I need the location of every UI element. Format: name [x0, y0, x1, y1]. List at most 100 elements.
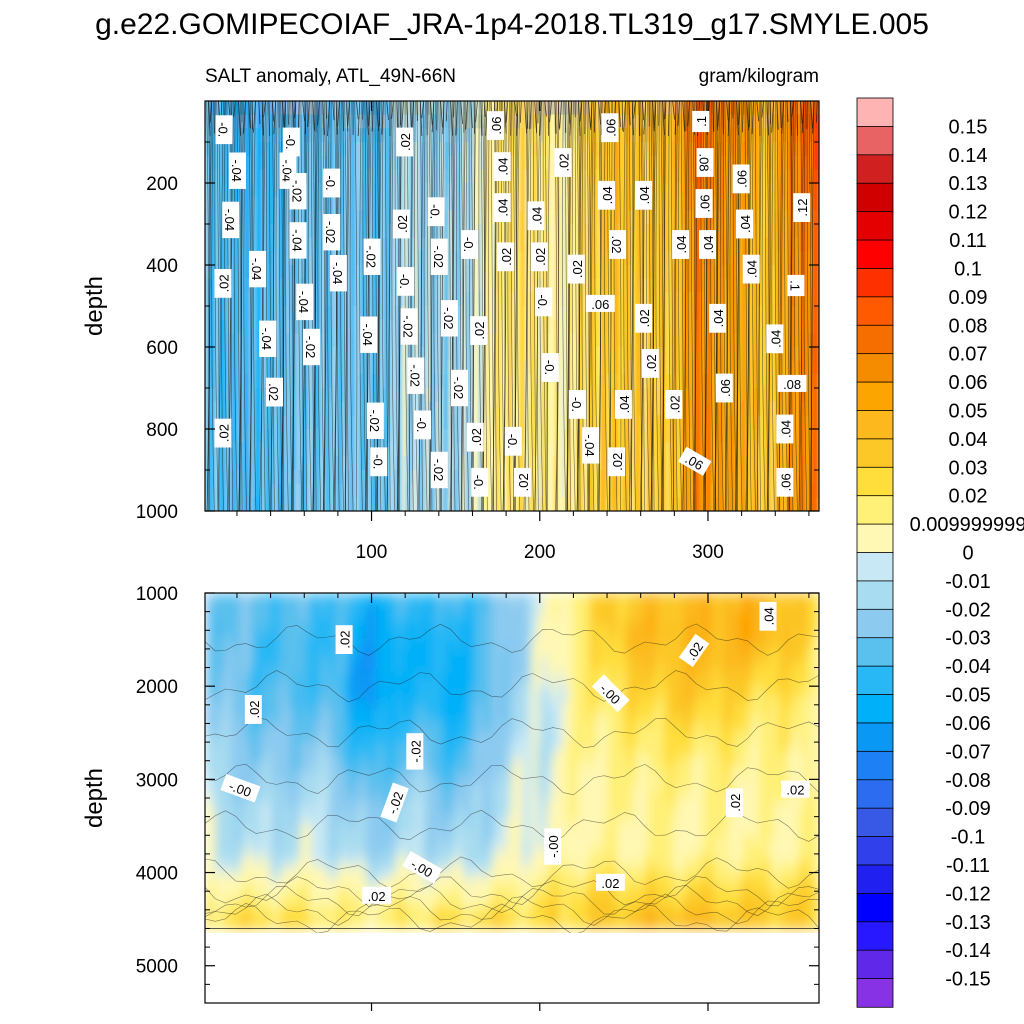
upper-contour-label: .04 — [776, 414, 794, 444]
upper-y-tick-label: 1000 — [136, 502, 178, 523]
upper-contour-label: -.04 — [582, 427, 600, 464]
upper-contour-label: .06 — [715, 373, 733, 403]
upper-heatmap — [205, 101, 819, 511]
lower-y-tick-label: 2000 — [136, 677, 178, 698]
upper-contour-label: -0. — [397, 266, 415, 296]
lower-y-tick-label: 3000 — [136, 770, 178, 791]
upper-contour-label: .08 — [777, 374, 807, 392]
colorbar-swatch — [856, 268, 894, 298]
lower-contour-label: -.02 — [380, 782, 409, 823]
upper-contour-label: -.04 — [249, 250, 267, 288]
upper-contour-label: -.02 — [400, 308, 418, 345]
colorbar-label: 0.1 — [954, 258, 982, 280]
colorbar-label: 0.12 — [949, 202, 988, 224]
colorbar-label: 0.07 — [949, 344, 988, 366]
colorbar-swatch — [856, 665, 894, 696]
colorbar-label: -0.1 — [951, 827, 985, 849]
colorbar-label: -0.01 — [945, 571, 991, 593]
upper-contour-label: -.02 — [303, 328, 320, 366]
colorbar-swatch — [856, 353, 894, 383]
colorbar-swatch — [856, 694, 894, 724]
upper-axes: 200 400 600 800 1000 100 200 300 — [136, 101, 819, 563]
upper-contour-label: .02 — [214, 268, 232, 298]
upper-contour-label: -.02 — [366, 402, 384, 439]
upper-contour-label: .1 — [787, 274, 805, 297]
colorbar-label: 0.02 — [949, 486, 988, 508]
colorbar-swatch — [856, 892, 894, 923]
upper-contour-labels: -0.-.04-.04.02-.04-.04-.04.02.02-0.-.02-… — [214, 110, 811, 497]
colorbar-label: -0.15 — [945, 969, 991, 991]
upper-contour-label: -.04 — [259, 320, 277, 357]
upper-contour-label: -.02 — [323, 213, 341, 251]
upper-contour-label: .04 — [598, 180, 615, 210]
colorbar-label: 0.14 — [949, 145, 988, 167]
colorbar-label: 0.15 — [949, 116, 988, 138]
subtitle-right-units: gram/kilogram — [699, 66, 819, 87]
upper-contour-label: -0. — [504, 426, 522, 456]
colorbar-swatch — [856, 608, 894, 639]
colorbar-label: 0.03 — [949, 457, 988, 479]
upper-contour-label: -.04 — [289, 222, 307, 259]
upper-contour-label: .04 — [493, 193, 511, 223]
upper-y-tick-label: 600 — [146, 338, 178, 359]
colorbar: 0.15 0.14 0.13 0.12 0.11 0.1 0.09 0.08 0.07 0.06 0… — [856, 97, 1024, 1008]
colorbar-swatch — [856, 410, 894, 440]
upper-contour-label: .02 — [665, 389, 683, 419]
upper-contour-label: -0. — [282, 127, 300, 157]
colorbar-label: -0.04 — [945, 656, 991, 678]
upper-contour-label: .02 — [530, 242, 548, 272]
upper-contour-label: .02 — [608, 447, 626, 477]
upper-contour-label: -.04 — [329, 255, 347, 292]
upper-contour-label: .04 — [766, 324, 784, 354]
upper-contour-label: .06 — [585, 294, 615, 312]
upper-contour-label: -0. — [215, 115, 233, 145]
colorbar-label: -0.12 — [945, 883, 991, 905]
upper-contour-label: .02 — [470, 316, 488, 346]
upper-contour-label: .02 — [214, 418, 232, 448]
upper-contour-label: -.02 — [289, 172, 307, 210]
upper-contour-label: .02 — [466, 422, 484, 452]
colorbar-swatch — [856, 182, 894, 213]
upper-contour-label: .04 — [742, 254, 760, 284]
lower-axes: 1000 2000 3000 4000 5000 — [136, 584, 819, 1011]
upper-contour-label: .12 — [793, 193, 811, 223]
lower-y-tick-label: 4000 — [136, 864, 178, 885]
colorbar-label: 0.04 — [949, 429, 988, 451]
upper-contour-label: .06 — [695, 189, 713, 218]
upper-contour-label: -.04 — [222, 201, 240, 239]
upper-contour-label: .06 — [487, 111, 504, 140]
upper-contour-label: -.02 — [430, 451, 448, 489]
colorbar-swatch — [856, 126, 894, 156]
colorbar-label: 0.13 — [949, 173, 988, 195]
upper-contour-label: -.04 — [229, 152, 246, 189]
upper-contour-label: -.02 — [430, 238, 448, 275]
colorbar-swatch — [856, 949, 894, 980]
colorbar-swatch — [856, 807, 894, 838]
colorbar-swatch — [856, 523, 894, 554]
upper-contour-label: .04 — [709, 303, 727, 333]
upper-contour-label: .02 — [392, 209, 410, 239]
colorbar-swatch — [856, 296, 894, 326]
colorbar-label: -0.06 — [945, 713, 991, 735]
colorbar-swatch — [856, 239, 894, 270]
upper-contour-label: .06 — [776, 467, 794, 497]
lower-y-tick-label: 5000 — [136, 957, 178, 978]
colorbar-label: -0.14 — [945, 940, 991, 962]
lower-contour-label: -.02 — [406, 733, 424, 770]
colorbar-swatch — [856, 438, 894, 468]
upper-contour-label: .02 — [497, 242, 515, 272]
colorbar-label: 0 — [962, 543, 973, 565]
upper-contour-label: -.02 — [407, 357, 425, 394]
upper-contour-label: .04 — [614, 389, 632, 419]
upper-contour-label: -.04 — [296, 283, 314, 321]
upper-contour-label: .02 — [266, 377, 283, 407]
colorbar-swatch — [856, 864, 894, 895]
upper-contour-label: .08 — [696, 148, 714, 177]
upper-contour-label: -0. — [535, 287, 553, 317]
colorbar-swatch — [856, 154, 894, 184]
lower-contour-label: .02 — [362, 886, 391, 904]
lower-contour-label: -.00 — [220, 774, 261, 803]
colorbar-label: -0.08 — [945, 770, 991, 792]
colorbar-label: -0.03 — [945, 628, 991, 650]
